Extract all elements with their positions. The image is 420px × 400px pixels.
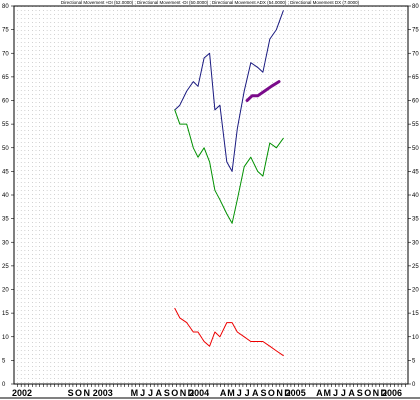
series-layer [174, 10, 284, 357]
y-tick-label-left: 80 [2, 4, 9, 10]
y-axis-right: 0 5 10 15 20 25 30 35 40 45 50 55 60 65 70 75 80 [408, 4, 419, 388]
x-tick-label: J [148, 388, 153, 398]
x-tick-label: J [140, 388, 145, 398]
x-tick-label: N [276, 388, 283, 398]
x-tick-label: D [188, 388, 195, 398]
y-tick-label-right: 50 [412, 146, 419, 152]
y-tick-label-left: 15 [2, 311, 9, 317]
x-tick-label: S [164, 388, 170, 398]
y-tick-label-right: 30 [412, 240, 419, 246]
x-tick-label: N [83, 388, 90, 398]
y-tick-label-left: 30 [2, 240, 9, 246]
x-tick-label: 2004 [189, 388, 209, 398]
y-tick-label-right: 10 [412, 335, 419, 341]
x-tick-label: M [324, 388, 332, 398]
x-tick-label: J [341, 388, 346, 398]
x-tick-label: N [373, 388, 380, 398]
series-line-1 [174, 10, 284, 172]
x-tick-label: N [180, 388, 187, 398]
y-tick-label-right: 80 [412, 4, 419, 10]
x-tick-label: O [171, 388, 178, 398]
y-tick-label-right: 20 [412, 288, 419, 294]
y-tick-label-right: 35 [412, 217, 419, 223]
x-tick-label: A [348, 388, 355, 398]
y-tick-label-right: 70 [412, 51, 419, 57]
y-tick-label-right: 45 [412, 169, 419, 175]
y-tick-label-left: 75 [2, 28, 9, 34]
x-tick-label: 2003 [93, 388, 113, 398]
y-tick-label-left: 35 [2, 217, 9, 223]
y-tick-label-right: 5 [412, 358, 416, 364]
x-tick-label: A [316, 388, 323, 398]
x-tick-label: M [131, 388, 139, 398]
x-tick-label: 2002 [12, 388, 32, 398]
series-line-3 [174, 307, 284, 357]
y-tick-label-left: 55 [2, 122, 9, 128]
y-tick-label-left: 50 [2, 146, 9, 152]
y-tick-label-right: 40 [412, 193, 419, 199]
y-tick-label-right: 55 [412, 122, 419, 128]
y-tick-label-left: 40 [2, 193, 9, 199]
x-tick-label: S [260, 388, 266, 398]
y-tick-label-left: 70 [2, 51, 9, 57]
x-tick-label: S [357, 388, 363, 398]
y-tick-label-right: 65 [412, 75, 419, 81]
x-tick-label: D [381, 388, 388, 398]
legend-text: Directional Movement +DI (52.0000) ; Dir… [61, 0, 360, 5]
y-tick-label-left: 45 [2, 169, 9, 175]
x-tick-label: O [75, 388, 82, 398]
x-tick-label: M [227, 388, 235, 398]
x-tick-label: A [220, 388, 227, 398]
x-tick-label: J [333, 388, 338, 398]
x-tick-label: O [364, 388, 371, 398]
x-tick-label: A [252, 388, 259, 398]
x-tick-label: O [268, 388, 275, 398]
y-tick-label-left: 5 [2, 358, 6, 364]
x-tick-label: J [245, 388, 250, 398]
y-tick-label-left: 10 [2, 335, 9, 341]
y-tick-label-left: 0 [2, 382, 6, 388]
y-tick-label-right: 0 [412, 382, 416, 388]
y-tick-label-right: 25 [412, 264, 419, 270]
series-line-4 [245, 80, 281, 102]
y-tick-label-left: 20 [2, 288, 9, 294]
x-tick-label: 2006 [382, 388, 402, 398]
y-axis-left: 0 5 10 15 20 25 30 35 40 45 50 55 60 65 70 75 80 [2, 4, 14, 388]
y-tick-label-left: 25 [2, 264, 9, 270]
x-tick-label: S [68, 388, 74, 398]
y-tick-label-left: 65 [2, 75, 9, 81]
x-tick-label: A [155, 388, 162, 398]
y-tick-label-right: 15 [412, 311, 419, 317]
y-tick-label-right: 75 [412, 28, 419, 34]
x-tick-label: D [284, 388, 291, 398]
y-tick-label-left: 60 [2, 99, 9, 105]
series-line-2 [174, 109, 284, 224]
x-tick-label: 2005 [286, 388, 306, 398]
grid-layer [17, 6, 406, 387]
x-tick-label: J [237, 388, 242, 398]
y-tick-label-right: 60 [412, 99, 419, 105]
